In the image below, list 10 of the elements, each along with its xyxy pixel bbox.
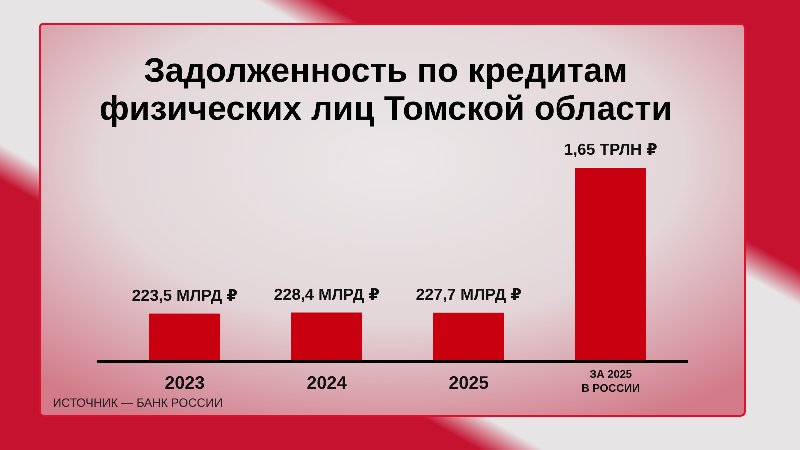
x-tick-label: ЗА 2025 В РОССИИ <box>582 369 640 395</box>
data-label: 228,4 МЛРД ₽ <box>274 286 380 304</box>
x-tick-label: 2023 <box>164 373 206 393</box>
chart-title: Задолженность по кредитам физических лиц Томской области <box>100 52 672 128</box>
data-label: 223,5 МЛРД ₽ <box>132 288 238 305</box>
x-tick-label: 2024 <box>306 373 348 393</box>
x-tick-label: 2025 <box>448 373 490 393</box>
text: ИСТОЧНИК — БАНК РОССИИ <box>53 396 223 410</box>
data-label: 1,65 ТРЛН ₽ <box>564 142 658 159</box>
data-label: 227,7 МЛРД ₽ <box>416 286 522 304</box>
